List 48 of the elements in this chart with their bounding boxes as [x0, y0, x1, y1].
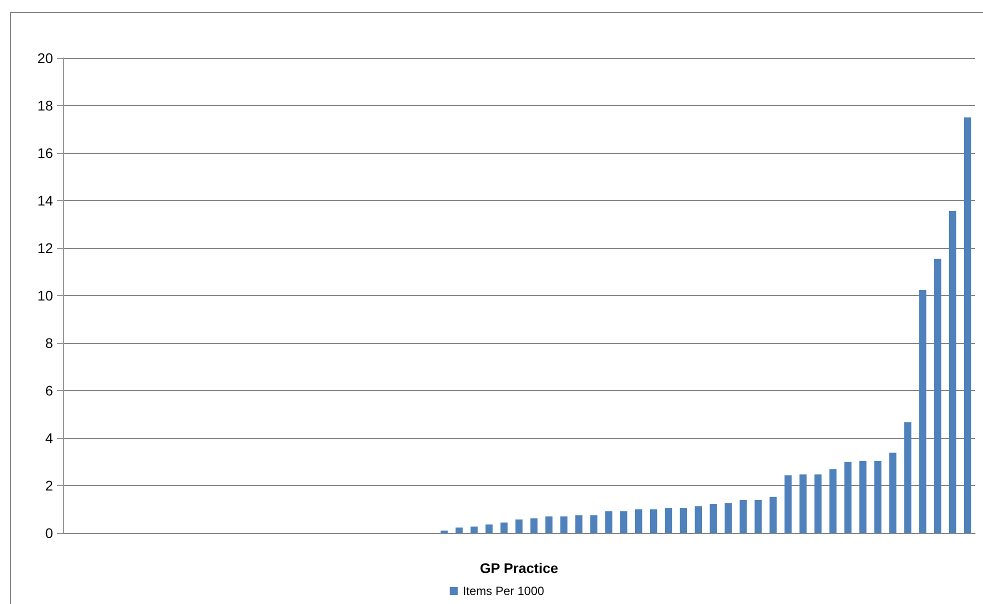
bar [470, 526, 478, 533]
bar [770, 496, 777, 533]
bar [724, 503, 732, 533]
y-tick-label: 6 [45, 382, 54, 398]
y-tick-label: 18 [37, 98, 54, 114]
bar [650, 509, 658, 533]
legend-label: Items Per 1000 [462, 584, 545, 598]
bar [710, 504, 717, 533]
bar [456, 528, 463, 533]
bar [664, 508, 672, 533]
bar [694, 506, 702, 533]
y-tick-label: 4 [45, 430, 54, 446]
bar [530, 518, 538, 533]
bar [948, 210, 956, 533]
bar [844, 462, 852, 533]
bar [515, 519, 523, 533]
bar [964, 117, 972, 533]
bar [859, 461, 866, 533]
y-tick-label: 14 [37, 192, 54, 208]
bar [680, 508, 688, 533]
y-tick-label: 0 [45, 525, 54, 541]
bar [635, 509, 642, 533]
bar [486, 524, 493, 533]
bar [545, 516, 552, 533]
y-tick-label: 20 [37, 50, 54, 66]
x-axis-title: GP Practice [480, 560, 558, 576]
bar [620, 511, 628, 533]
bar [560, 516, 568, 533]
bar [500, 522, 508, 533]
y-tick-label: 8 [45, 335, 54, 351]
bar [784, 475, 792, 533]
bar [799, 474, 807, 533]
bar [575, 515, 582, 533]
bar [754, 500, 762, 533]
y-tick-label: 10 [37, 288, 54, 304]
bar [889, 452, 896, 533]
y-tick-label: 2 [45, 478, 54, 494]
bar [814, 474, 822, 533]
bar [904, 422, 912, 533]
bar [590, 515, 598, 533]
y-tick-label: 16 [37, 145, 54, 161]
bar [874, 461, 882, 533]
bar [740, 500, 747, 533]
bar [829, 469, 837, 533]
bar [934, 258, 942, 533]
y-tick-label: 12 [37, 240, 54, 256]
bar [919, 290, 926, 533]
bar [605, 511, 612, 533]
